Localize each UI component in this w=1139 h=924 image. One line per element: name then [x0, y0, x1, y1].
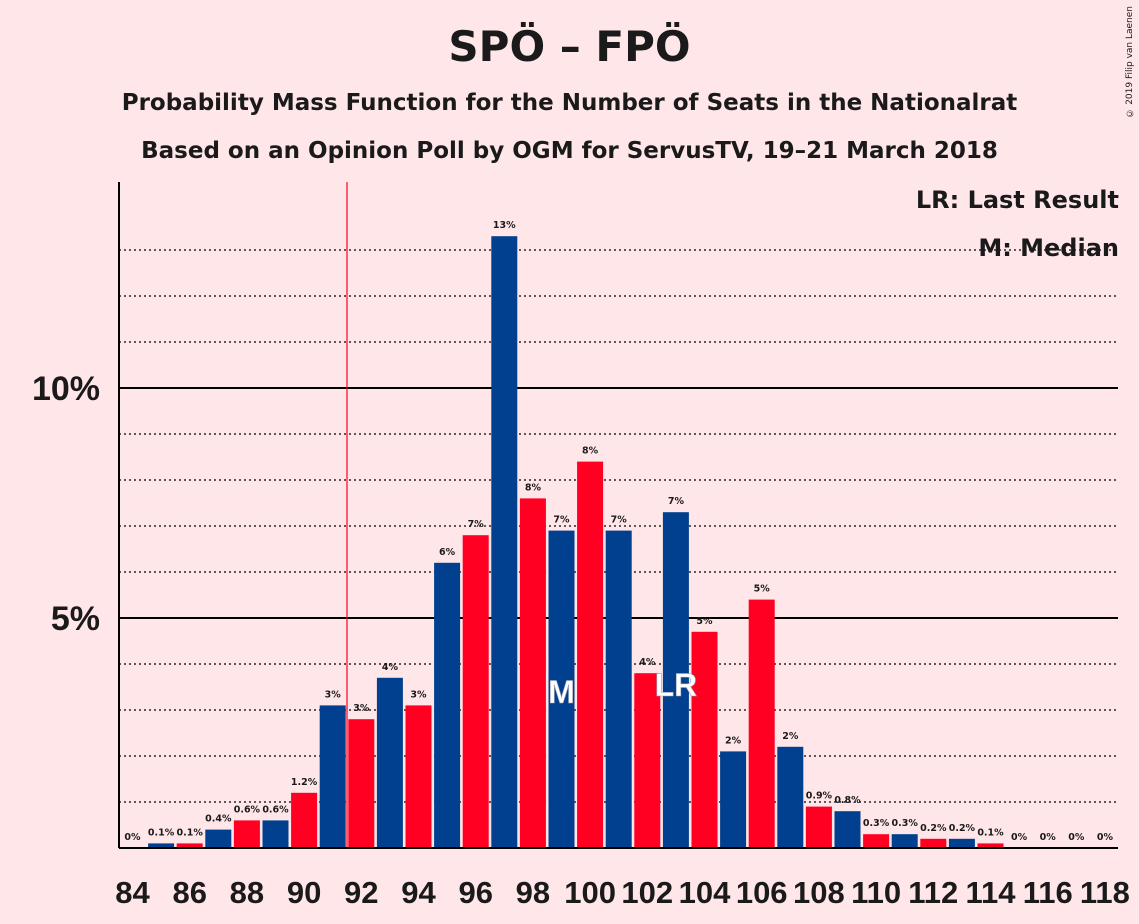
- bar-85: [148, 843, 175, 848]
- bar-86: [176, 843, 203, 848]
- x-tick-label: 112: [908, 875, 958, 910]
- legend-last-result: LR: Last Result: [915, 186, 1119, 214]
- legend-median: M: Median: [978, 234, 1119, 262]
- x-tick-label: 84: [115, 875, 150, 910]
- data-label-99: 7%: [553, 515, 570, 526]
- x-tick-label: 110: [851, 875, 901, 910]
- data-label-105: 2%: [725, 735, 742, 746]
- bar-102: [634, 673, 661, 848]
- bar-90: [291, 792, 318, 848]
- data-label-110: 0.3%: [863, 818, 890, 829]
- x-tick-label: 94: [401, 875, 436, 910]
- bar-100: [577, 461, 604, 848]
- x-tick-label: 90: [287, 875, 321, 910]
- bar-109: [834, 811, 861, 848]
- data-label-101: 7%: [611, 515, 628, 526]
- x-tick-label: 98: [516, 875, 550, 910]
- bar-101: [605, 530, 632, 848]
- data-label-103: 7%: [668, 496, 685, 507]
- data-label-91: 3%: [325, 689, 342, 700]
- bar-114: [977, 843, 1004, 848]
- data-label-118: 0%: [1097, 832, 1114, 843]
- data-label-117: 0%: [1068, 832, 1085, 843]
- data-label-84: 0%: [124, 832, 141, 843]
- x-tick-label: 86: [172, 875, 206, 910]
- bar-97: [491, 236, 518, 848]
- bar-105: [720, 751, 747, 848]
- data-label-108: 0.9%: [806, 791, 833, 802]
- bar-92: [348, 719, 375, 848]
- bar-108: [805, 806, 832, 848]
- data-label-115: 0%: [1011, 832, 1028, 843]
- bar-91: [319, 705, 346, 848]
- median-marker: M: [548, 674, 575, 710]
- bar-113: [948, 838, 975, 848]
- data-label-93: 4%: [382, 662, 399, 673]
- x-tick-label: 102: [621, 875, 673, 910]
- data-label-89: 0.6%: [262, 804, 289, 815]
- y-tick-label: 10%: [32, 370, 100, 408]
- x-tick-label: 114: [965, 875, 1016, 910]
- bar-106: [748, 599, 775, 848]
- bar-89: [262, 820, 289, 848]
- bar-88: [233, 820, 260, 848]
- data-label-85: 0.1%: [148, 827, 175, 838]
- data-label-116: 0%: [1040, 832, 1057, 843]
- x-tick-label: 118: [1080, 875, 1130, 910]
- y-tick-label: 5%: [51, 600, 100, 638]
- data-label-100: 8%: [582, 446, 599, 457]
- data-label-106: 5%: [754, 584, 771, 595]
- data-label-86: 0.1%: [177, 827, 204, 838]
- x-tick-label: 92: [344, 875, 378, 910]
- x-tick-label: 116: [1023, 875, 1073, 910]
- bar-98: [519, 498, 546, 848]
- data-label-109: 0.8%: [834, 795, 861, 806]
- data-label-87: 0.4%: [205, 814, 232, 825]
- data-label-114: 0.1%: [977, 827, 1004, 838]
- chart-subtitle-1: Probability Mass Function for the Number…: [121, 90, 1018, 116]
- data-label-111: 0.3%: [892, 818, 919, 829]
- bar-104: [691, 631, 718, 848]
- chart-subtitle-2: Based on an Opinion Poll by OGM for Serv…: [141, 138, 998, 164]
- bar-95: [434, 562, 461, 848]
- bar-99: [548, 530, 575, 848]
- data-label-102: 4%: [639, 657, 656, 668]
- bar-93: [376, 677, 403, 848]
- x-tick-label: 104: [679, 875, 731, 910]
- bar-87: [205, 829, 232, 848]
- data-label-95: 6%: [439, 547, 456, 558]
- x-tick-label: 88: [230, 875, 264, 910]
- bar-111: [891, 834, 918, 848]
- bar-112: [920, 838, 947, 848]
- data-label-104: 5%: [696, 616, 713, 627]
- bar-103: [662, 512, 689, 848]
- data-label-88: 0.6%: [234, 804, 261, 815]
- data-label-113: 0.2%: [949, 823, 976, 834]
- bar-94: [405, 705, 432, 848]
- bar-107: [777, 746, 804, 848]
- bar-96: [462, 535, 489, 848]
- x-tick-label: 100: [564, 875, 616, 910]
- data-label-97: 13%: [493, 220, 516, 231]
- x-tick-label: 108: [793, 875, 845, 910]
- data-label-112: 0.2%: [920, 823, 947, 834]
- chart-title: SPÖ – FPÖ: [448, 22, 691, 71]
- data-label-98: 8%: [525, 482, 542, 493]
- data-label-90: 1.2%: [291, 777, 318, 788]
- x-tick-label: 96: [458, 875, 492, 910]
- last-result-marker: LR: [655, 667, 698, 703]
- data-label-92: 3%: [353, 703, 370, 714]
- data-label-96: 7%: [468, 519, 485, 530]
- bar-110: [863, 834, 890, 848]
- data-label-94: 3%: [410, 689, 427, 700]
- data-label-107: 2%: [782, 731, 799, 742]
- x-tick-label: 106: [736, 875, 788, 910]
